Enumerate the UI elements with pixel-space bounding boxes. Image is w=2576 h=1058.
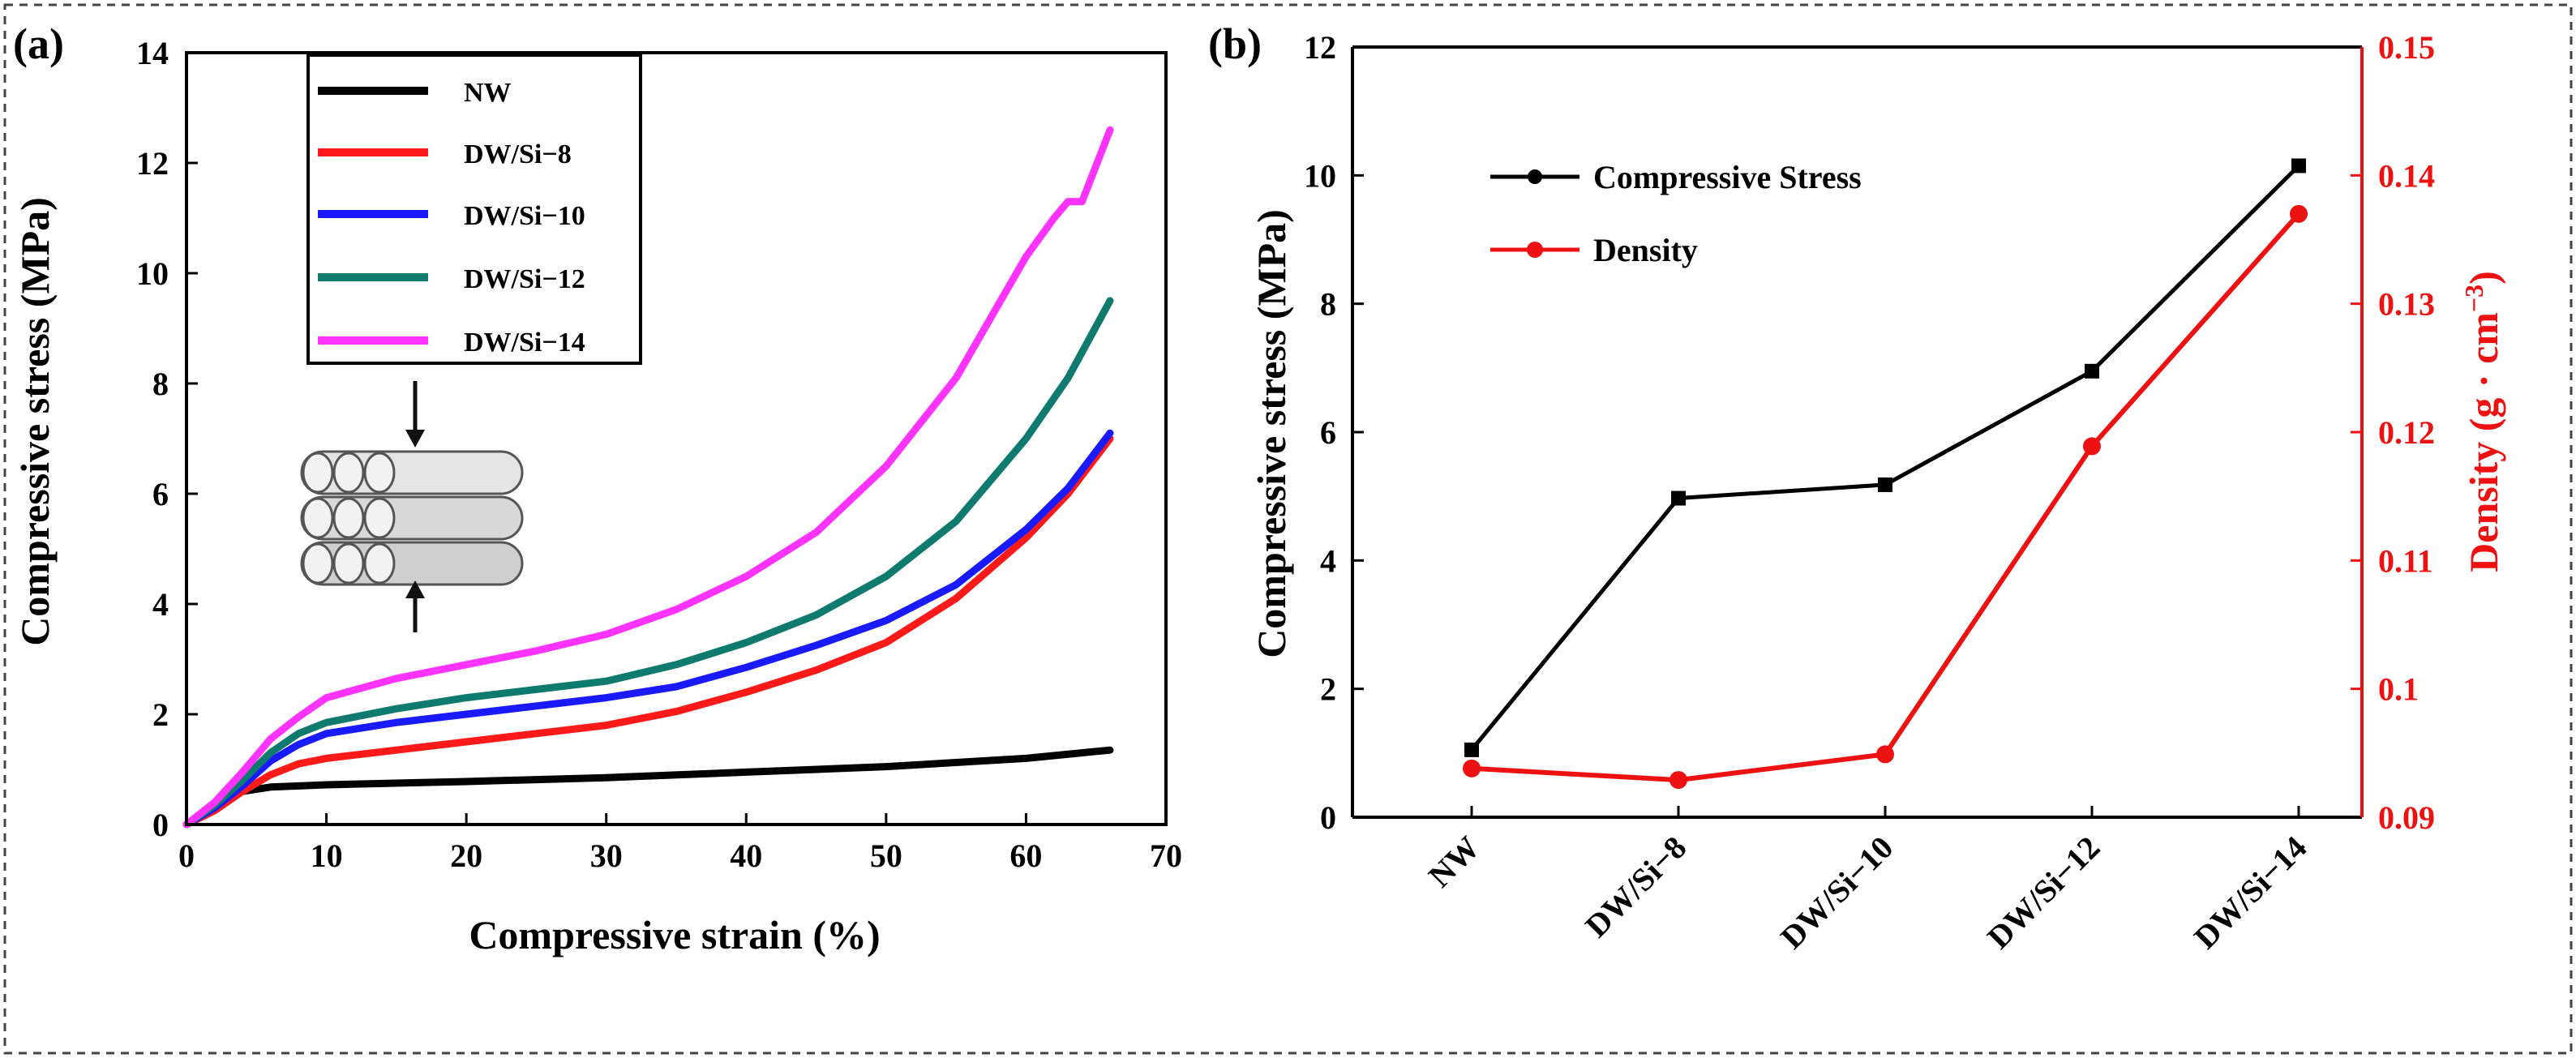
fiber-end bbox=[302, 542, 334, 585]
a-xtick-label: 20 bbox=[450, 837, 482, 874]
panel-b-legend: Compressive Stress Density bbox=[1490, 159, 1862, 268]
panel-a-legend: NW DW/Si−8 DW/Si−10 DW/Si−12 DW/Si−14 bbox=[306, 54, 642, 365]
fiber-stack-icon bbox=[300, 450, 524, 586]
series-line-dw-si-10 bbox=[182, 429, 1114, 829]
fiber-end bbox=[332, 497, 365, 539]
point-compressive-stress-dw-si-14 bbox=[2291, 158, 2306, 173]
fiber-end bbox=[332, 542, 365, 585]
b-ytick-label: 8 bbox=[1320, 286, 1336, 323]
a-ytick-label: 6 bbox=[152, 476, 169, 512]
point-compressive-stress-nw bbox=[1464, 742, 1479, 757]
legend-label-density: Density bbox=[1593, 232, 1698, 268]
b-y2tick-label: 0.15 bbox=[2378, 29, 2435, 66]
legend-label-dwsi10: DW/Si−10 bbox=[464, 201, 585, 231]
fiber-end bbox=[363, 497, 396, 539]
a-ytick-label: 14 bbox=[136, 35, 169, 71]
a-xtick-label: 40 bbox=[730, 837, 762, 874]
point-density-nw bbox=[1463, 759, 1481, 777]
legend-label-dwsi14: DW/Si−14 bbox=[464, 328, 585, 358]
a-ytick-label: 8 bbox=[152, 366, 169, 402]
series-line-dw-si-12 bbox=[182, 297, 1114, 829]
a-ytick-label: 4 bbox=[152, 586, 169, 623]
a-ytick-label: 2 bbox=[152, 696, 169, 733]
series-line-dw-si-14 bbox=[182, 126, 1114, 829]
panel-b-series bbox=[1463, 158, 2308, 790]
legend-label-dwsi8: DW/Si−8 bbox=[464, 139, 572, 169]
point-density-dw-si-14 bbox=[2290, 204, 2308, 223]
a-xtick-label: 30 bbox=[590, 837, 623, 874]
b-xtick-label-dw-si-10: DW/Si−10 bbox=[1773, 829, 1900, 956]
b-ytick-label: 4 bbox=[1320, 542, 1336, 579]
point-density-dw-si-8 bbox=[1669, 771, 1687, 790]
b-y2tick-label: 0.09 bbox=[2378, 799, 2435, 836]
arrow-up-head-icon bbox=[405, 580, 425, 598]
a-ytick-label: 12 bbox=[136, 145, 169, 182]
point-compressive-stress-dw-si-10 bbox=[1878, 477, 1892, 492]
panel-a: (a) Compressive stress (MPa) Compressive… bbox=[12, 19, 1182, 957]
point-density-dw-si-10 bbox=[1876, 745, 1894, 764]
a-ytick-label: 0 bbox=[152, 807, 169, 843]
point-density-dw-si-12 bbox=[2083, 437, 2101, 456]
legend-label-nw: NW bbox=[464, 78, 512, 108]
b-y2tick-label: 0.14 bbox=[2378, 157, 2435, 194]
panel-a-label: (a) bbox=[13, 19, 64, 68]
legend-marker-compressive-stress bbox=[1528, 169, 1542, 184]
a-xtick-label: 70 bbox=[1150, 837, 1182, 874]
arrow-down-head-icon bbox=[405, 430, 425, 448]
panel-a-plot-frame bbox=[185, 51, 1168, 826]
b-y2tick-label: 0.13 bbox=[2378, 286, 2435, 323]
fiber-end bbox=[302, 497, 334, 539]
legend-label-compressive-stress: Compressive Stress bbox=[1593, 159, 1862, 195]
b-xtick-label-dw-si-14: DW/Si−14 bbox=[2187, 829, 2313, 956]
panel-b-ylabel: Compressive stress (MPa) bbox=[1249, 209, 1294, 658]
b-ytick-label: 6 bbox=[1320, 414, 1336, 451]
series-line-dw-si-8 bbox=[182, 435, 1114, 829]
b-ytick-label: 10 bbox=[1304, 157, 1336, 194]
panel-b-y2label: Density (g · cm−3) bbox=[2459, 271, 2506, 572]
b-y2tick-label: 0.11 bbox=[2378, 542, 2433, 579]
point-compressive-stress-dw-si-12 bbox=[2085, 363, 2099, 379]
b-xtick-label-nw: NW bbox=[1421, 829, 1487, 895]
panel-a-series bbox=[182, 126, 1114, 829]
panel-a-xlabel: Compressive strain (%) bbox=[469, 912, 880, 957]
fiber-end bbox=[302, 452, 334, 494]
point-compressive-stress-dw-si-8 bbox=[1671, 490, 1686, 506]
b-xtick-label-dw-si-8: DW/Si−8 bbox=[1578, 829, 1693, 944]
b-ytick-label: 12 bbox=[1304, 29, 1336, 66]
a-xtick-label: 10 bbox=[311, 837, 343, 874]
b-y2tick-label: 0.12 bbox=[2378, 414, 2435, 451]
fiber-end bbox=[332, 452, 365, 494]
series-line-density bbox=[1471, 212, 2301, 783]
a-ytick-label: 10 bbox=[136, 255, 169, 292]
legend-marker-density bbox=[1527, 242, 1543, 258]
fiber-end bbox=[363, 542, 396, 585]
b-ytick-label: 2 bbox=[1320, 671, 1336, 708]
a-xtick-label: 60 bbox=[1009, 837, 1042, 874]
legend-label-dwsi12: DW/Si−12 bbox=[464, 264, 585, 294]
figure-frame bbox=[3, 3, 2573, 1055]
panel-b: (b) Compressive stress (MPa) Density (g … bbox=[1208, 19, 2506, 956]
b-ytick-label: 0 bbox=[1320, 799, 1336, 836]
a-xtick-label: 0 bbox=[178, 837, 195, 874]
b-xtick-label-dw-si-12: DW/Si−12 bbox=[1980, 829, 2107, 956]
panel-a-ylabel: Compressive stress (MPa) bbox=[12, 197, 58, 646]
panel-b-label: (b) bbox=[1208, 19, 1262, 68]
fiber-end bbox=[363, 452, 396, 494]
b-y2tick-label: 0.1 bbox=[2378, 671, 2419, 708]
panel-a-legend-box bbox=[306, 54, 642, 365]
a-xtick-label: 50 bbox=[870, 837, 902, 874]
panel-a-ticks: 0 10 20 30 40 50 60 70 0 2 4 6 8 10 12 14 bbox=[136, 35, 1182, 874]
compression-inset-illustration bbox=[300, 381, 524, 632]
